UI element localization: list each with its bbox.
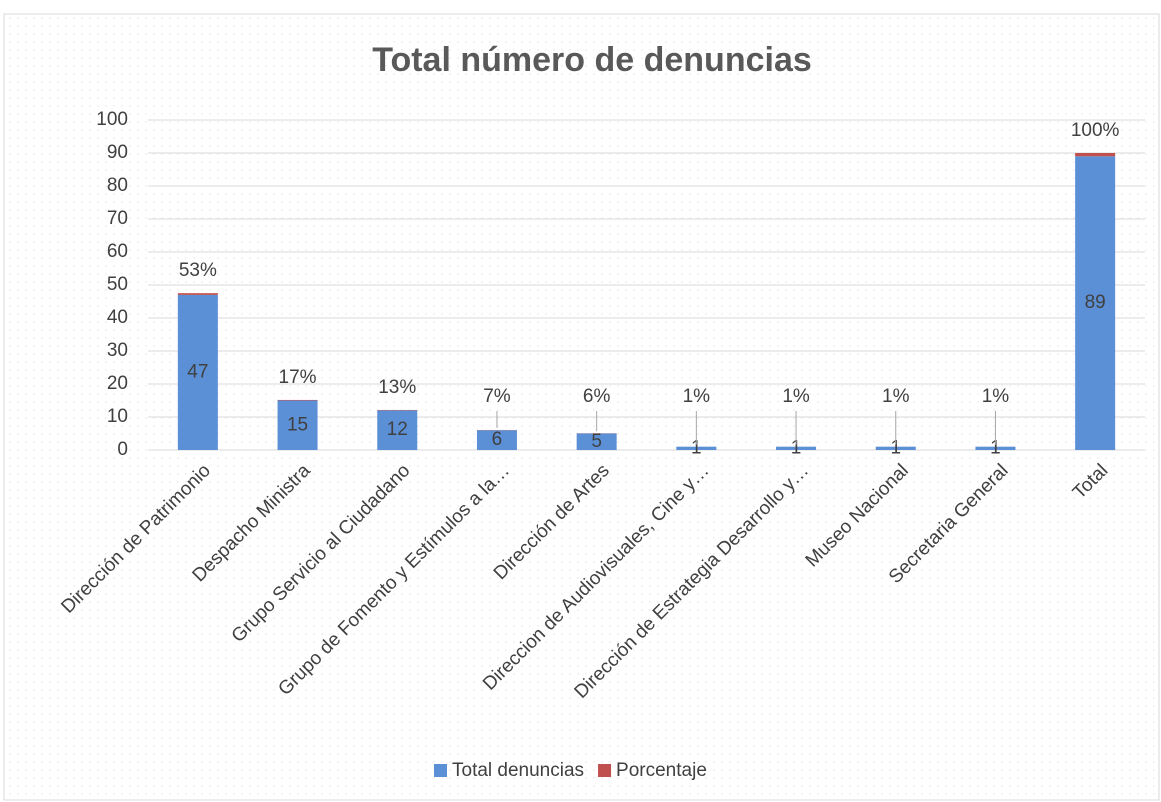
- data-label: 1: [691, 437, 702, 458]
- data-label: 7%: [483, 386, 511, 407]
- data-label: 89: [1085, 292, 1106, 313]
- data-label: 1%: [982, 386, 1010, 407]
- bar-segment: [177, 294, 218, 450]
- y-tick-label: 0: [117, 439, 128, 460]
- data-label: 1: [890, 437, 901, 458]
- bar-segment: [476, 430, 517, 450]
- data-label: 1%: [782, 386, 810, 407]
- data-label: 13%: [378, 377, 416, 398]
- data-label: 12: [387, 419, 408, 440]
- data-label: 1%: [683, 386, 711, 407]
- y-tick-label: 60: [107, 241, 128, 262]
- bar-segment: [377, 410, 418, 450]
- y-tick-label: 90: [107, 142, 128, 163]
- y-tick-label: 100: [96, 109, 128, 130]
- data-label: 1: [791, 437, 802, 458]
- data-label: 47: [187, 361, 208, 382]
- y-tick-label: 50: [107, 274, 128, 295]
- bar-segment: [1075, 156, 1116, 451]
- data-label: 17%: [279, 367, 317, 388]
- legend-swatch: [598, 764, 612, 777]
- legend-label: Total denuncias: [452, 760, 584, 781]
- data-label: 5: [591, 431, 602, 452]
- data-label: 100%: [1071, 120, 1120, 141]
- chart-title: Total número de denuncias: [372, 41, 812, 79]
- bar-segment: [975, 446, 1016, 450]
- data-label: 1%: [882, 386, 910, 407]
- data-label: 6%: [583, 386, 611, 407]
- bar-segment: [576, 433, 617, 450]
- y-tick-label: 10: [107, 406, 128, 427]
- data-label: 1: [990, 437, 1001, 458]
- bar-segment: [875, 446, 916, 450]
- legend-swatch: [434, 764, 447, 777]
- bar-segment: [676, 446, 717, 450]
- bar-segment: [1075, 153, 1116, 157]
- y-tick-label: 20: [107, 373, 128, 394]
- bar-segment: [277, 399, 318, 401]
- y-tick-label: 80: [107, 175, 128, 196]
- y-tick-label: 30: [107, 340, 128, 361]
- y-tick-label: 70: [107, 208, 128, 229]
- legend-label: Porcentaje: [616, 760, 707, 781]
- bar-segment: [776, 446, 817, 450]
- y-tick-label: 40: [107, 307, 128, 328]
- data-label: 53%: [179, 260, 217, 281]
- data-label: 6: [492, 429, 503, 450]
- bar-segment: [177, 293, 218, 295]
- bar-segment: [277, 400, 318, 450]
- data-label: 15: [287, 414, 308, 435]
